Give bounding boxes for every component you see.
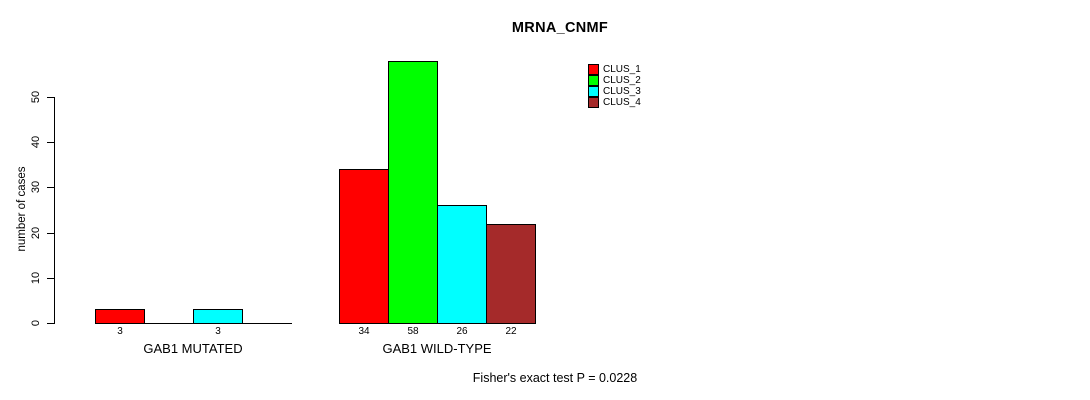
- y-axis-tick-label: 30: [30, 180, 42, 194]
- y-axis-tick-label: 40: [30, 135, 42, 149]
- bar-value-label: 3: [215, 326, 221, 337]
- bar-value-label: 22: [505, 326, 517, 337]
- bar-value-label: 58: [407, 326, 419, 337]
- bar-clus_1-mutated: [95, 309, 145, 324]
- legend-item-clus_3: CLUS_3: [588, 86, 641, 97]
- bar-value-label: 34: [358, 326, 370, 337]
- legend-swatch-icon: [588, 97, 599, 108]
- chart-title: MRNA_CNMF: [511, 20, 609, 36]
- y-axis-tick: [47, 97, 54, 98]
- bar-value-label: 3: [117, 326, 123, 337]
- bar-clus_3-mutated: [193, 309, 243, 324]
- fisher-test-annotation: Fisher's exact test P = 0.0228: [472, 371, 638, 385]
- y-axis-tick: [47, 187, 54, 188]
- bar-clus_4-wild-type: [486, 224, 536, 324]
- group-label: GAB1 WILD-TYPE: [382, 341, 492, 356]
- legend-swatch-icon: [588, 75, 599, 86]
- y-axis-tick-label: 0: [30, 319, 42, 327]
- legend: CLUS_1 CLUS_2 CLUS_3 CLUS_4: [588, 64, 641, 108]
- legend-label: CLUS_1: [603, 64, 641, 75]
- bar-clus_2-wild-type: [388, 61, 438, 324]
- y-axis-tick: [47, 233, 54, 234]
- y-axis-tick: [47, 323, 54, 324]
- legend-label: CLUS_2: [603, 75, 641, 86]
- group-baseline: [95, 323, 292, 324]
- y-axis-tick: [47, 278, 54, 279]
- legend-item-clus_4: CLUS_4: [588, 97, 641, 108]
- y-axis-tick-label: 50: [30, 90, 42, 104]
- group-baseline: [339, 323, 536, 324]
- bar-clus_1-wild-type: [339, 169, 389, 324]
- bar-value-label: 26: [456, 326, 468, 337]
- y-axis-tick-label: 10: [30, 271, 42, 285]
- legend-swatch-icon: [588, 86, 599, 97]
- bar-clus_3-wild-type: [437, 205, 487, 324]
- y-axis-line: [54, 97, 55, 324]
- y-axis-tick-label: 20: [30, 226, 42, 240]
- legend-swatch-icon: [588, 64, 599, 75]
- group-label: GAB1 MUTATED: [143, 341, 243, 356]
- y-axis-tick: [47, 142, 54, 143]
- legend-label: CLUS_4: [603, 97, 641, 108]
- legend-item-clus_1: CLUS_1: [588, 64, 641, 75]
- legend-item-clus_2: CLUS_2: [588, 75, 641, 86]
- legend-label: CLUS_3: [603, 86, 641, 97]
